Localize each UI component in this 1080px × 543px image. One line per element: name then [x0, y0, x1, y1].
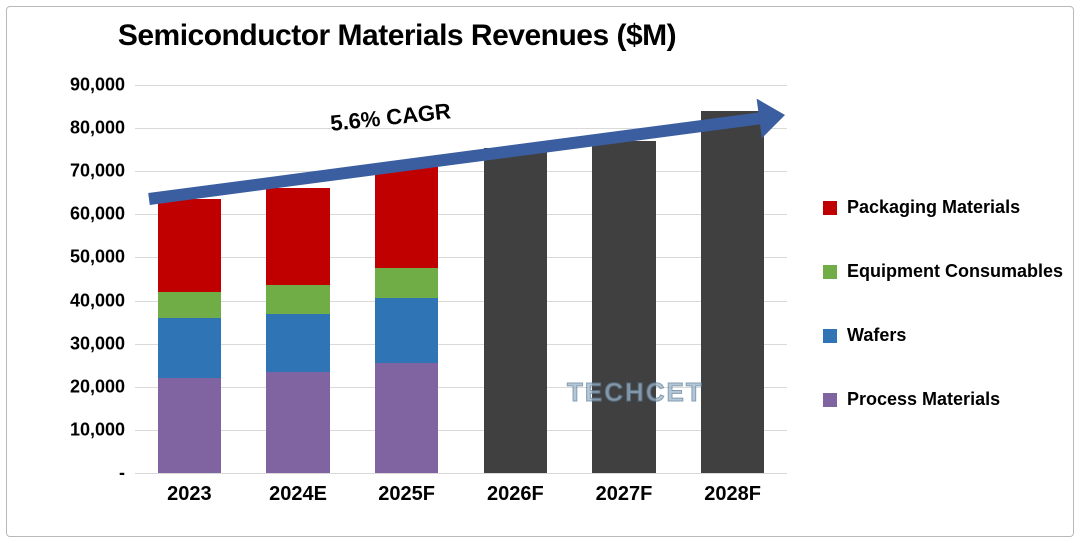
y-tick-label: 20,000 [25, 376, 125, 397]
bar-segment-forecast [701, 111, 764, 473]
gridline [135, 171, 787, 172]
gridline [135, 214, 787, 215]
cagr-arrow [135, 85, 787, 473]
legend-item-process: Process Materials [823, 389, 1000, 410]
legend-swatch [823, 201, 837, 215]
legend-item-wafers: Wafers [823, 325, 906, 346]
legend-item-equip: Equipment Consumables [823, 261, 1063, 282]
bar-segment-process [266, 372, 329, 473]
bar: 2028F [701, 85, 764, 473]
x-tick-label: 2028F [689, 483, 777, 506]
y-tick-label: 90,000 [25, 75, 125, 96]
bar: 2023 [158, 85, 221, 473]
bar-segment-equip [158, 292, 221, 318]
bar-segment-process [375, 363, 438, 473]
x-tick-label: 2027F [580, 483, 668, 506]
legend-item-packaging: Packaging Materials [823, 197, 1020, 218]
legend-label: Packaging Materials [847, 197, 1020, 218]
y-tick-label: 80,000 [25, 118, 125, 139]
gridline [135, 430, 787, 431]
legend-label: Wafers [847, 325, 906, 346]
gridline [135, 128, 787, 129]
y-tick-label: - [25, 463, 125, 484]
bar-segment-forecast [592, 141, 655, 473]
y-tick-label: 10,000 [25, 419, 125, 440]
bar-segment-packaging [375, 167, 438, 268]
x-tick-label: 2024E [254, 483, 342, 506]
legend-swatch [823, 265, 837, 279]
bar-segment-packaging [158, 199, 221, 292]
bar-segment-wafers [375, 298, 438, 363]
chart-title: Semiconductor Materials Revenues ($M) [7, 19, 787, 53]
plot-area: 20232024E2025F2026F2027F2028F 5.6% CAGR … [135, 85, 787, 473]
chart-card: Semiconductor Materials Revenues ($M) - 1… [6, 6, 1074, 537]
bar: 2025F [375, 85, 438, 473]
gridline [135, 85, 787, 86]
bar: 2024E [266, 85, 329, 473]
x-tick-label: 2026F [471, 483, 559, 506]
gridline [135, 344, 787, 345]
y-tick-label: 30,000 [25, 333, 125, 354]
gridline [135, 301, 787, 302]
gridline [135, 387, 787, 388]
legend-swatch [823, 393, 837, 407]
gridline [135, 473, 787, 474]
bar-segment-wafers [158, 318, 221, 378]
bar-segment-wafers [266, 314, 329, 372]
bar: 2027F [592, 85, 655, 473]
y-tick-label: 60,000 [25, 204, 125, 225]
bar-segment-process [158, 378, 221, 473]
legend-swatch [823, 329, 837, 343]
y-tick-label: 70,000 [25, 161, 125, 182]
bar-segment-packaging [266, 188, 329, 285]
y-tick-label: 50,000 [25, 247, 125, 268]
x-tick-label: 2025F [363, 483, 451, 506]
y-tick-label: 40,000 [25, 290, 125, 311]
x-tick-label: 2023 [145, 483, 233, 506]
legend-label: Process Materials [847, 389, 1000, 410]
legend-label: Equipment Consumables [847, 261, 1063, 282]
gridline [135, 257, 787, 258]
bar-segment-equip [375, 268, 438, 298]
bar-segment-equip [266, 285, 329, 313]
bar: 2026F [484, 85, 547, 473]
bar-segment-forecast [484, 148, 547, 473]
